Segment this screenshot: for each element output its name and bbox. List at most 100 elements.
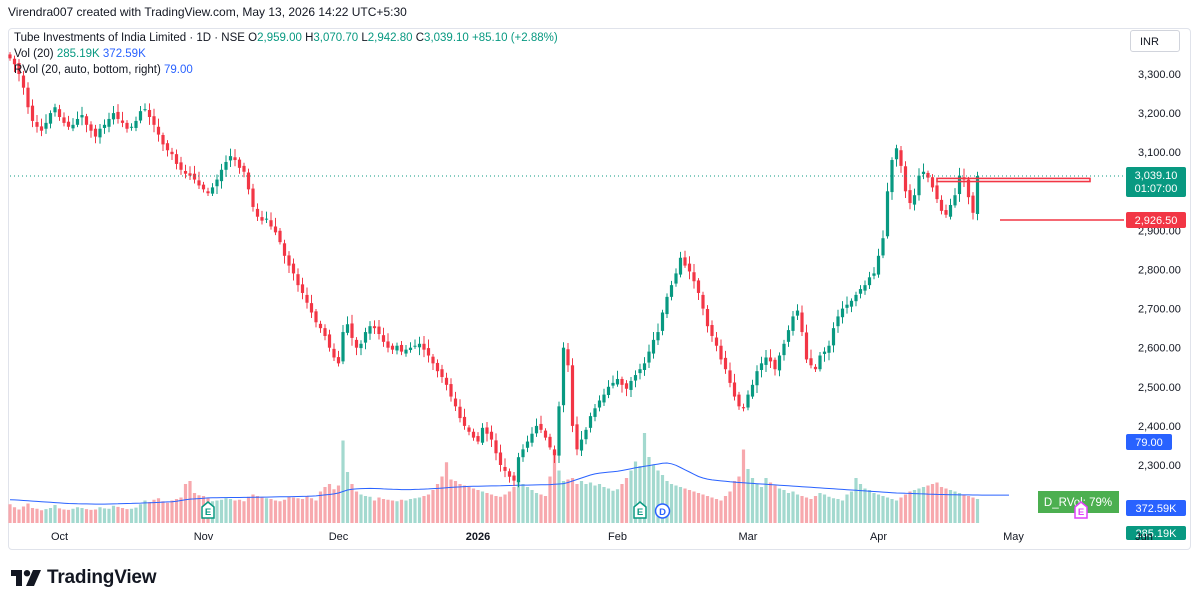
dividend-marker: [654, 503, 671, 519]
candle: [102, 124, 107, 128]
volume-bar: [755, 484, 759, 523]
candle: [593, 408, 597, 417]
legend-rvol-row: RVol (20, auto, bottom, right) 79.00: [14, 62, 558, 78]
rvol-value: 79.00: [164, 64, 193, 76]
volume-bar: [894, 500, 899, 523]
volume-bar: [278, 501, 282, 523]
rvol-tag-label: 79.00: [1135, 437, 1163, 449]
change-value: +85.10 (+2.88%): [472, 32, 558, 44]
candle: [863, 285, 867, 291]
volume-bar: [282, 499, 287, 523]
high-label: H: [305, 32, 314, 44]
candle: [422, 343, 426, 350]
candle: [750, 384, 755, 397]
time-tick: Nov: [194, 531, 214, 543]
candle: [404, 349, 408, 354]
rvol-label[interactable]: RVol (20, auto, bottom, right): [14, 64, 161, 76]
volume-bar: [786, 493, 791, 523]
volume-bar: [467, 487, 471, 523]
volume-bar: [683, 488, 687, 523]
candle: [944, 210, 948, 215]
volume-bar: [48, 508, 53, 523]
symbol-title[interactable]: Tube Investments of India Limited · 1D ·…: [14, 32, 245, 44]
tradingview-logo[interactable]: TradingView: [11, 566, 157, 590]
event-marker-label: E: [205, 507, 211, 518]
candle: [705, 308, 710, 327]
candle: [701, 294, 705, 309]
candle: [570, 365, 575, 426]
candle: [602, 394, 606, 403]
volume-bar: [890, 499, 894, 523]
candle: [84, 116, 89, 125]
volume-bar: [899, 497, 903, 523]
volume-bar: [777, 488, 782, 523]
candle: [957, 175, 962, 195]
volume-bar: [660, 475, 665, 523]
volume-bar: [696, 493, 701, 523]
candle: [350, 323, 354, 338]
volume-bar: [444, 462, 449, 523]
volume-bar: [296, 498, 300, 523]
candle: [399, 344, 404, 352]
candle: [782, 343, 786, 356]
volume-bar: [917, 488, 921, 523]
candle: [30, 105, 35, 121]
candle: [948, 204, 953, 217]
candle: [449, 384, 453, 397]
vol-label[interactable]: Vol (20): [14, 48, 54, 60]
candle: [188, 173, 192, 176]
volume-bar: [237, 499, 242, 523]
volume-bar: [615, 489, 620, 523]
candle: [939, 199, 944, 211]
volume-bar: [269, 499, 273, 523]
candlestick-chart[interactable]: D_RVol: 79% 3,300.00 3,200.00 3,100.00 2,90…: [0, 0, 1200, 555]
volume-bar: [516, 481, 521, 523]
candle: [588, 416, 593, 428]
volume-bar: [62, 509, 66, 523]
candle: [435, 362, 440, 372]
volume-bar: [566, 479, 570, 523]
volume-bar: [377, 497, 381, 523]
volume-bar: [534, 493, 539, 523]
volume-bar: [804, 497, 809, 523]
candle: [746, 394, 750, 408]
volume-bar: [737, 476, 741, 523]
candle: [548, 436, 552, 448]
candle: [539, 423, 543, 430]
volume-bar: [678, 487, 683, 523]
candle: [48, 113, 53, 124]
volume-bar: [161, 501, 165, 523]
volume-bar: [80, 508, 84, 523]
volume-bar: [399, 499, 404, 523]
candle: [179, 162, 183, 170]
candle: [719, 345, 723, 360]
volume-bar: [39, 510, 44, 523]
volume-bar: [953, 491, 957, 523]
volume-bar: [138, 504, 143, 523]
candle: [71, 124, 75, 129]
candle: [251, 188, 255, 207]
volume-bar: [822, 494, 827, 523]
currency-button[interactable]: INR: [1130, 30, 1180, 52]
candle: [39, 126, 44, 131]
time-tick: Oct: [51, 531, 68, 543]
candle: [714, 337, 719, 346]
candle: [458, 406, 462, 419]
candle: [836, 316, 840, 327]
price-tick: 2,900.00: [1138, 225, 1181, 237]
time-tick: Mar: [739, 531, 758, 543]
candle: [246, 172, 251, 190]
volume-bar: [422, 496, 426, 523]
volume-bar: [620, 484, 624, 523]
high-value: 3,070.70: [313, 32, 359, 44]
volume-bar: [417, 497, 422, 523]
candle: [219, 169, 224, 182]
volume-bar: [462, 485, 467, 523]
last-price-tag: [1126, 167, 1186, 198]
volume-bar: [336, 485, 341, 523]
volume-bar: [723, 496, 728, 523]
volume-bar: [687, 490, 692, 523]
volume-bar: [746, 469, 750, 523]
candle: [368, 326, 372, 334]
vol-value: 285.19K: [56, 48, 100, 60]
